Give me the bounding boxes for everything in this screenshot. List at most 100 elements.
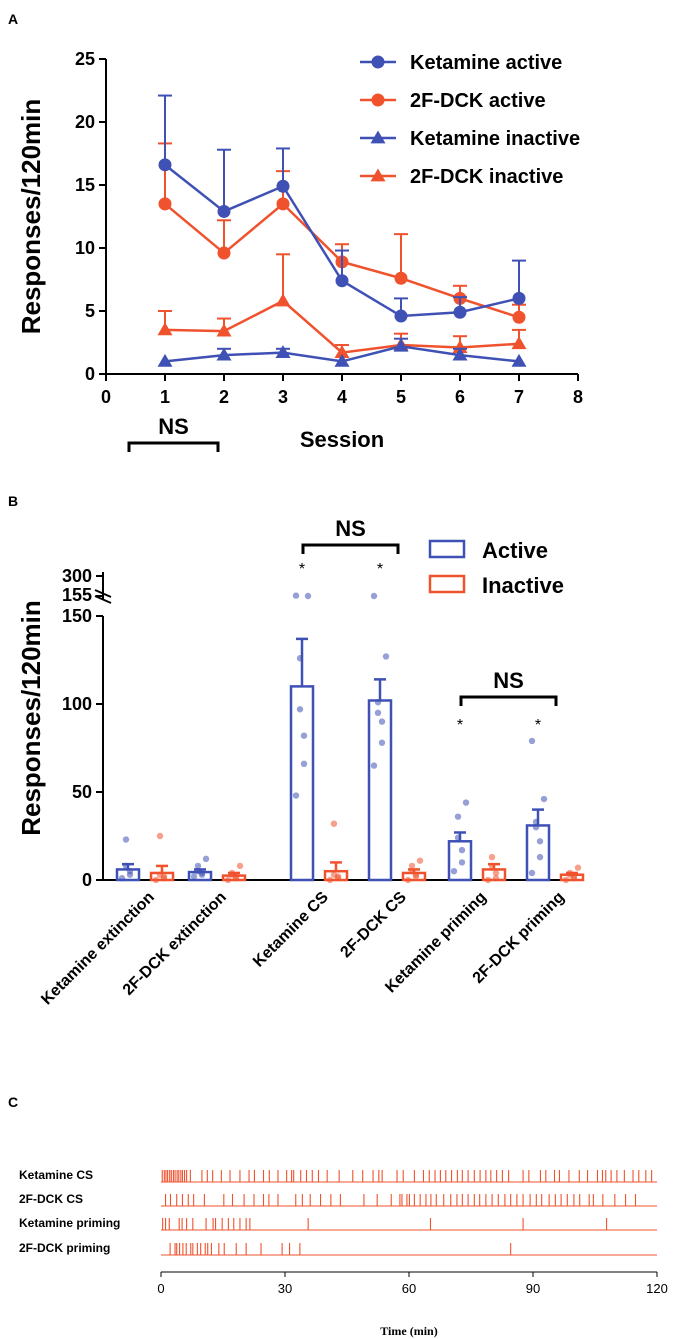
legend-label: Inactive	[482, 573, 564, 598]
individual-point	[378, 739, 386, 746]
individual-point	[458, 859, 466, 866]
significance-label: NS	[158, 414, 189, 439]
individual-point	[296, 655, 304, 662]
individual-point	[454, 834, 462, 841]
significance-label: NS	[335, 516, 366, 541]
individual-point	[528, 737, 536, 745]
individual-point	[330, 871, 338, 878]
individual-point	[382, 653, 390, 660]
individual-point	[126, 868, 134, 875]
y-tick-label: 5	[85, 301, 95, 321]
axis-break-mark	[94, 589, 112, 598]
individual-point	[416, 857, 424, 864]
bar-2f-dck-cs-active	[367, 699, 393, 882]
x-tick-label: 5	[396, 387, 406, 407]
series-inactive	[149, 820, 585, 884]
raster-row-ketamine-cs: Ketamine CS	[19, 1168, 657, 1183]
panel-c-letter: C	[8, 1094, 18, 1110]
individual-point	[292, 792, 300, 799]
x-tick-label: 7	[514, 387, 524, 407]
individual-point	[492, 869, 500, 877]
individual-point	[156, 871, 164, 878]
individual-point	[540, 795, 548, 803]
individual-point	[566, 869, 574, 877]
individual-point	[304, 592, 312, 600]
data-point	[394, 271, 408, 285]
individual-point	[326, 876, 334, 884]
legend-swatch-marker	[370, 168, 386, 182]
data-point	[216, 347, 232, 361]
data-point	[512, 291, 526, 305]
individual-point	[528, 869, 536, 877]
x-category-label: 2F-DCK CS	[337, 889, 410, 962]
data-point	[157, 353, 173, 367]
legend: Ketamine active 2F-DCK active Ketamine ina…	[360, 52, 580, 188]
raster-row-ketamine-priming: Ketamine priming	[19, 1216, 657, 1231]
panel-a-letter: A	[8, 11, 18, 27]
significance-bracket: NS	[459, 668, 558, 706]
legend-label: Ketamine active	[410, 52, 562, 74]
x-tick-label: 8	[573, 387, 583, 407]
y-tick-label-broken: 300	[62, 566, 92, 586]
x-tick-label: 30	[278, 1281, 292, 1296]
individual-point	[532, 818, 540, 826]
individual-point	[450, 868, 458, 875]
individual-point	[374, 709, 382, 716]
x-tick-label: 60	[402, 1281, 416, 1296]
individual-point	[462, 799, 470, 806]
individual-point	[370, 762, 378, 769]
significance-star: *	[299, 561, 305, 578]
individual-point	[458, 846, 466, 854]
individual-point	[536, 838, 544, 845]
individual-point	[374, 699, 382, 706]
individual-point	[378, 718, 386, 725]
data-point	[216, 323, 232, 337]
y-tick-label: 15	[75, 175, 95, 195]
individual-point	[152, 876, 160, 884]
individual-point	[492, 875, 500, 882]
data-point	[276, 179, 290, 193]
significance-star: *	[457, 717, 463, 734]
x-tick-label: 3	[278, 387, 288, 407]
individual-point	[408, 868, 416, 875]
x-tick-label: 0	[157, 1281, 164, 1296]
data-point	[453, 305, 467, 319]
individual-point	[122, 862, 130, 870]
significance-label: NS	[493, 668, 524, 693]
y-tick-label: 0	[85, 364, 95, 384]
data-point	[512, 310, 526, 324]
y-tick-label: 0	[82, 870, 92, 890]
legend-label: Active	[482, 538, 548, 563]
series-active	[115, 592, 551, 882]
legend-label: Ketamine inactive	[410, 128, 580, 150]
y-tick-label: 100	[62, 694, 92, 714]
significance-bracket: NS	[301, 516, 400, 554]
individual-point	[562, 876, 570, 884]
data-point	[334, 345, 350, 358]
x-tick-label: 6	[455, 387, 465, 407]
bracket-line	[127, 441, 220, 452]
data-point	[394, 309, 408, 323]
individual-point	[224, 876, 232, 884]
individual-point	[532, 824, 540, 831]
individual-point	[228, 869, 236, 877]
data-point	[393, 338, 409, 352]
individual-point	[194, 868, 202, 875]
row-label: 2F-DCK CS	[19, 1192, 83, 1206]
x-axis-label: Session	[300, 427, 384, 452]
individual-point	[404, 876, 412, 884]
individual-point	[292, 592, 300, 599]
x-tick-label: 1	[160, 387, 170, 407]
data-point	[158, 158, 172, 172]
panel-c: C Ketamine CS 2F-DCK CS Ketamine priming 2F…	[8, 1094, 668, 1338]
legend-swatch-marker	[371, 55, 385, 69]
data-point	[452, 347, 468, 361]
y-tick-label: 20	[75, 112, 95, 132]
data-point	[276, 197, 290, 211]
bracket-line	[301, 543, 400, 554]
individual-point	[536, 853, 544, 861]
individual-point	[454, 813, 462, 820]
row-label: Ketamine CS	[19, 1168, 93, 1182]
raster-row-2f-dck-cs: 2F-DCK CS	[19, 1192, 657, 1207]
